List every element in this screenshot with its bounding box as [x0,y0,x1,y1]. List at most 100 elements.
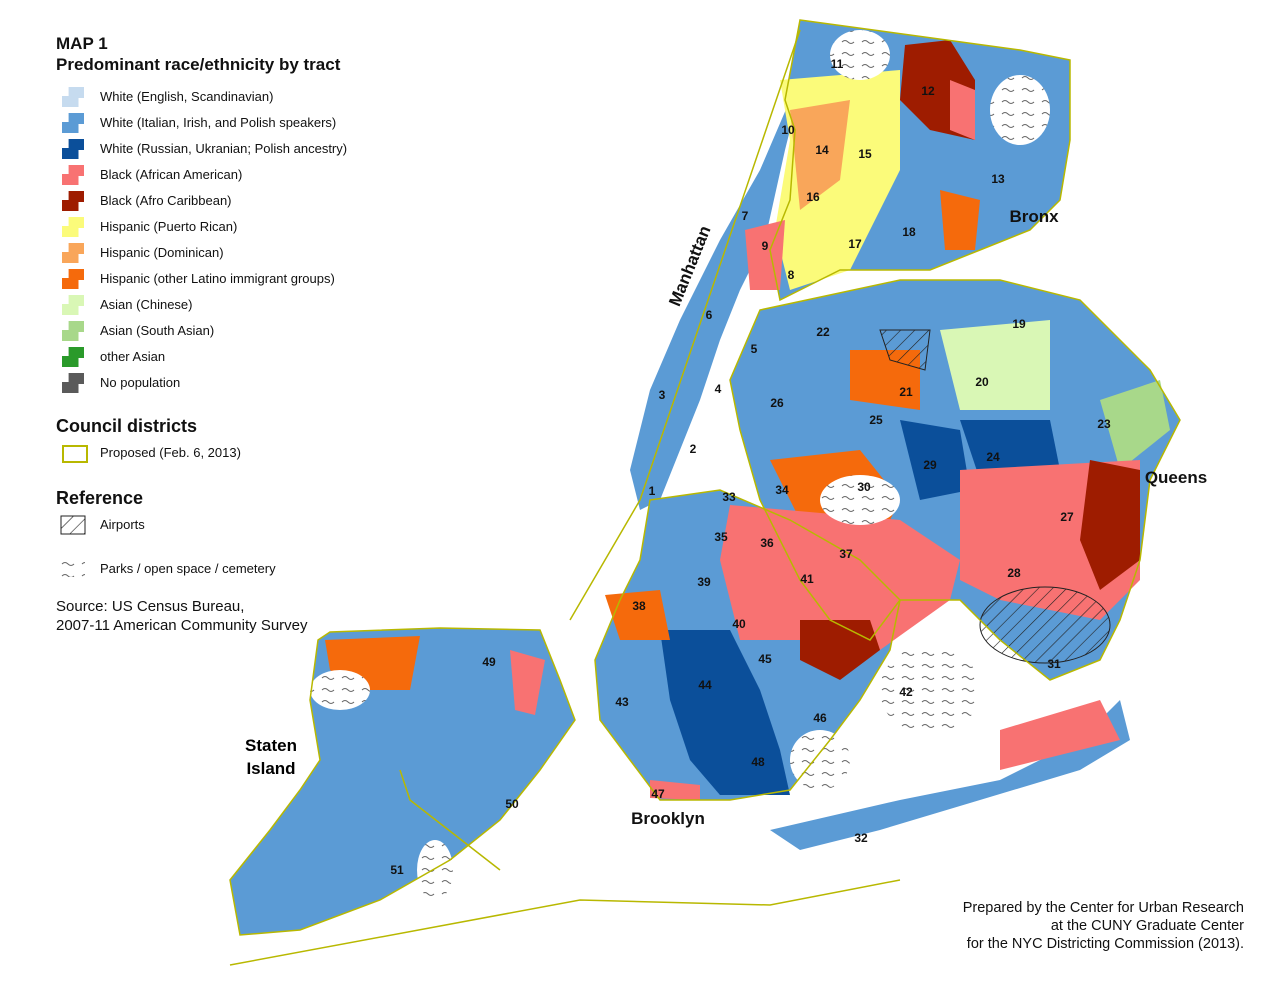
legend-label: other Asian [100,349,166,364]
patch [1000,700,1120,770]
legend-label: Hispanic (Puerto Rican) [100,219,238,234]
district-label: 9 [762,239,769,253]
patch [650,780,700,800]
airport [979,586,1111,664]
district-label: 31 [1047,657,1061,671]
source: 2007-11 American Community Survey [56,617,308,634]
patch [1080,460,1140,590]
legend-label: Hispanic (other Latino immigrant groups) [100,271,335,286]
district-label: 40 [732,617,746,631]
park [820,475,900,525]
park [310,670,370,710]
map-title: MAP 1 [56,34,108,53]
patch [1100,380,1170,470]
district-label: 7 [742,209,749,223]
district-label: 4 [715,382,722,396]
district-label: 43 [615,695,629,709]
patch [940,190,980,250]
district-label: 6 [706,308,713,322]
district-label: 1 [649,484,656,498]
district-label: 39 [697,575,711,589]
legend-label: Black (African American) [100,167,243,182]
district-label: 20 [975,375,989,389]
district-label: 10 [781,123,795,137]
district-label: 16 [806,190,820,204]
district-label: 44 [698,678,712,692]
borough-label: Queens [1145,468,1207,487]
patch [605,590,670,640]
patch [900,420,970,500]
district-label: 35 [714,530,728,544]
district-label: 48 [751,755,765,769]
legend-label: Asian (Chinese) [100,297,193,312]
district-label: 36 [760,536,774,550]
district-label: 28 [1007,566,1021,580]
credit: at the CUNY Graduate Center [1050,918,1244,934]
airport [879,329,931,371]
district-label: 5 [751,342,758,356]
legend-label: Proposed (Feb. 6, 2013) [100,445,241,460]
legend-label: Parks / open space / cemetery [100,561,276,576]
patch [660,630,790,795]
district-label: 24 [986,450,1000,464]
park [790,730,850,790]
credit: Prepared by the Center for Urban Researc… [962,900,1244,916]
district-label: 29 [923,458,937,472]
district-label: 45 [758,652,772,666]
district-label: 13 [991,172,1005,186]
district-label: 32 [854,831,868,845]
district-label: 23 [1097,417,1111,431]
district-label: 27 [1060,510,1074,524]
district-label: 8 [788,268,795,282]
patch [960,420,1060,480]
district-label: 2 [690,442,697,456]
district-label: 33 [722,490,736,504]
patch [850,350,920,410]
district-label: 11 [831,57,844,71]
park [830,30,890,80]
district-label: 50 [505,797,519,811]
legend-heading: Council districts [56,416,198,436]
district-label: 47 [651,787,665,801]
district-label: 12 [921,84,935,98]
borough-label: Staten Island [245,736,297,778]
legend-label: Hispanic (Dominican) [100,245,224,260]
district-boundaries [229,19,1181,966]
legend-label: White (Italian, Irish, and Polish speake… [100,115,337,130]
district-label: 30 [857,480,871,494]
district-label: 34 [775,483,789,497]
park [417,840,453,900]
district-label: 14 [815,143,829,157]
park-swatch [61,559,85,577]
source: Source: US Census Bureau, [56,598,245,615]
legend-label: Airports [100,517,145,532]
district-label: 17 [848,237,862,251]
district-label: 3 [659,388,666,402]
district-label: 25 [869,413,883,427]
district-label: 15 [858,147,872,161]
district-swatch [62,445,88,463]
legend-label: No population [100,375,181,390]
map-subtitle: Predominant race/ethnicity by tract [56,55,341,74]
legend-label: White (Russian, Ukranian; Polish ancestr… [100,141,348,156]
legend-label: Black (Afro Caribbean) [100,193,232,208]
district-label: 37 [839,547,853,561]
credit: for the NYC Districting Commission (2013… [966,936,1244,952]
district-label: 22 [816,325,830,339]
district-label: 18 [902,225,916,239]
district-label: 38 [632,599,646,613]
patch [940,320,1050,410]
patch [745,220,785,290]
district-label: 46 [813,711,827,725]
rockaway-shape [770,700,1130,850]
district-label: 49 [482,655,496,669]
district-label: 21 [899,385,913,399]
park [990,75,1050,145]
staten-island-shape [230,628,575,935]
airport-swatch [60,515,86,535]
district-label: 42 [899,685,913,699]
borough-label: Bronx [1009,207,1059,226]
